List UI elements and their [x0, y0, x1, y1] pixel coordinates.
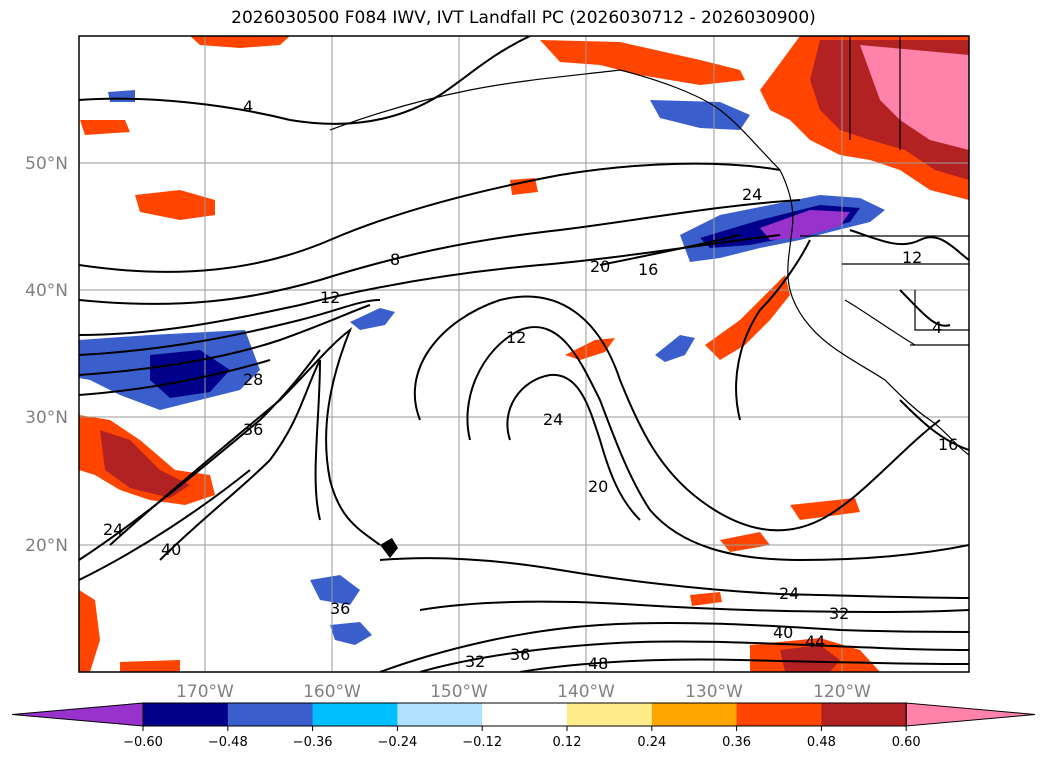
anomaly-patch-7	[80, 120, 130, 135]
contour-label: 28	[243, 370, 263, 389]
lon-label-170w: 170°W	[176, 682, 234, 702]
anomaly-region-top-left	[190, 36, 290, 48]
map-frame	[78, 35, 970, 673]
lon-label-150w: 150°W	[430, 682, 488, 702]
contour-label: 12	[320, 288, 340, 307]
contour-label: 48	[588, 654, 608, 673]
anomaly-patch-8	[108, 90, 135, 102]
colorbar-segment	[821, 703, 907, 726]
anomaly-region-southwest-core	[100, 430, 190, 498]
contour-label: 40	[161, 540, 181, 559]
contour-label: 36	[510, 645, 530, 664]
anomaly-patch-california	[705, 275, 790, 360]
anomaly-patch-11	[720, 532, 770, 552]
colorbar-segment	[736, 703, 822, 726]
colorbar-segment	[312, 703, 398, 726]
colorbar-tick-label: 0.48	[807, 735, 836, 750]
colorbar-segment	[651, 703, 738, 726]
anomaly-patch-6	[330, 622, 372, 645]
colorbar-tick-label: 0.12	[553, 735, 582, 750]
contour-label: 16	[938, 435, 958, 454]
anomaly-patch-9	[510, 178, 538, 195]
colorbar-outline	[142, 702, 907, 727]
contour-label: 40	[773, 623, 793, 642]
hawaii-island	[380, 538, 398, 558]
anomaly-region-west-core	[150, 350, 230, 398]
colorbar-segment	[482, 703, 568, 726]
contour-label: 32	[465, 652, 485, 671]
colorbar-tick-label: −0.12	[462, 735, 502, 750]
anomaly-patch-5	[310, 575, 360, 605]
anomaly-patch-3	[655, 335, 695, 362]
contour-label: 32	[829, 604, 849, 623]
contour-labels: 4 8 12 20 16 24 12 24 28 36 24 40 20 36 …	[103, 97, 958, 673]
colorbar-tick-label: −0.36	[293, 735, 333, 750]
lon-label-140w: 140°W	[557, 682, 615, 702]
lat-label-30n: 30°N	[25, 408, 68, 428]
colorbar-tick-label: 0.36	[722, 735, 751, 750]
anomaly-region-bc-coast	[650, 100, 750, 130]
contour-label: 16	[638, 260, 658, 279]
coastlines	[329, 36, 969, 456]
contour-label: 12	[506, 328, 526, 347]
colorbar-tick-label: −0.48	[208, 735, 248, 750]
contour-label: 36	[330, 599, 350, 618]
contour-label: 12	[902, 248, 922, 267]
contour-label: 20	[588, 477, 608, 496]
lat-label-50n: 50°N	[25, 154, 68, 174]
colorbar-tick-label: 0.60	[892, 735, 921, 750]
contour-label: 24	[779, 584, 799, 603]
contour-label: 20	[590, 257, 610, 276]
longitude-labels: 170°W 160°W 150°W 140°W 130°W 120°W	[176, 682, 871, 702]
colorbar-segment	[397, 703, 483, 726]
lon-label-120w: 120°W	[813, 682, 871, 702]
map-title: 2026030500 F084 IWV, IVT Landfall PC (20…	[231, 8, 816, 28]
colorbar-tick-label: −0.24	[377, 735, 417, 750]
latitude-labels: 50°N 40°N 30°N 20°N	[25, 154, 68, 556]
anomaly-region-far-southwest	[79, 590, 100, 672]
contour-label: 24	[543, 410, 563, 429]
colorbar: −0.60 −0.48 −0.36 −0.24 −0.12 0.12 0.24 0.36 0.4…	[11, 702, 1036, 750]
anomaly-patch-1	[135, 190, 215, 220]
shaded-anomaly-regions	[79, 36, 969, 672]
colorbar-segment	[143, 703, 229, 726]
contour-label: 36	[243, 420, 263, 439]
colorbar-left-arrow	[11, 702, 144, 727]
anomaly-patch-south-2	[120, 660, 180, 672]
contour-label: 4	[932, 318, 942, 337]
lon-label-160w: 160°W	[303, 682, 361, 702]
lat-label-40n: 40°N	[25, 281, 68, 301]
anomaly-region-gulf	[540, 40, 745, 85]
colorbar-segment	[567, 703, 653, 726]
colorbar-tick-label: 0.24	[637, 735, 666, 750]
lon-label-130w: 130°W	[685, 682, 743, 702]
lat-label-20n: 20°N	[25, 536, 68, 556]
contour-label: 4	[243, 97, 253, 116]
anomaly-region-oregon-peak	[760, 210, 850, 240]
colorbar-right-arrow	[905, 702, 1036, 727]
iwv-contours	[79, 36, 969, 672]
anomaly-region-north-peak	[860, 45, 969, 150]
contour-label: 8	[390, 250, 400, 269]
anomaly-patch-4	[350, 308, 395, 330]
contour-label: 24	[103, 520, 123, 539]
anomaly-patch-south-1-core	[780, 645, 840, 672]
colorbar-segment	[227, 703, 314, 726]
contour-label: 24	[742, 185, 762, 204]
gridlines	[79, 36, 969, 672]
contour-label: 44	[805, 632, 825, 651]
colorbar-tick-label: −0.60	[123, 735, 163, 750]
